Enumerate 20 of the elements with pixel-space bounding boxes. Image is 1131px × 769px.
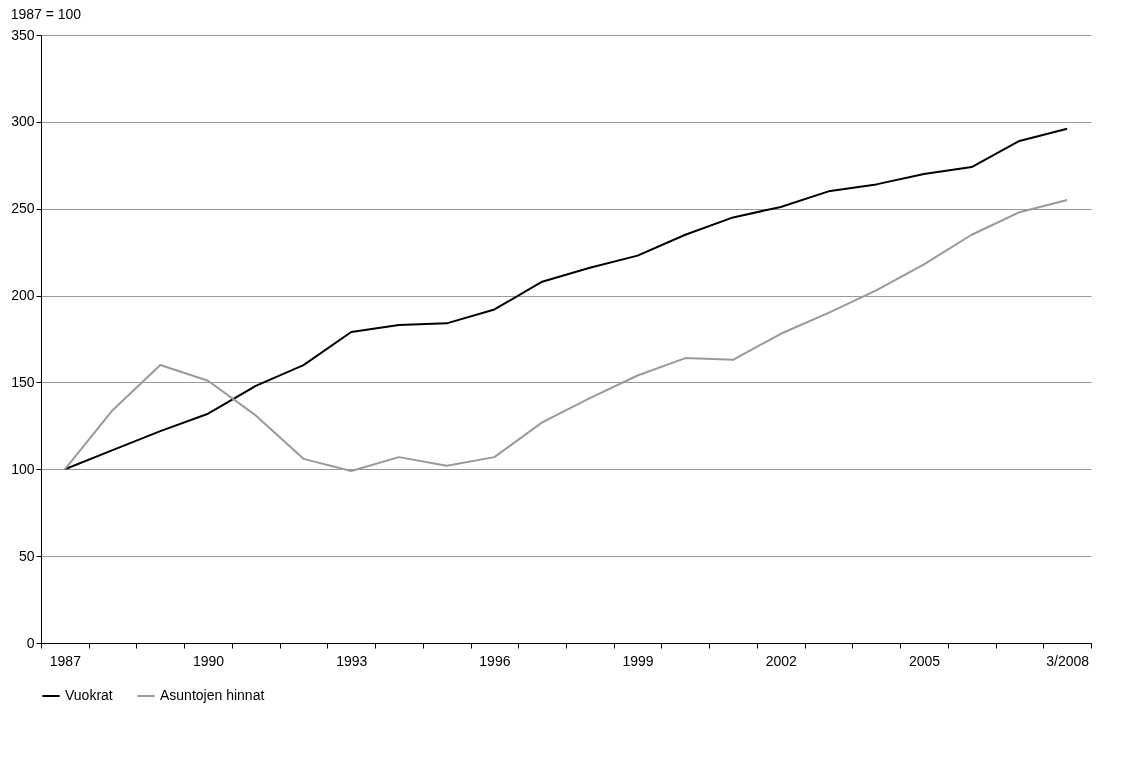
- y-tick-label: 350: [11, 26, 35, 43]
- y-tick-label: 100: [11, 460, 35, 477]
- x-tick-label: 1993: [336, 652, 368, 669]
- x-tick-label: 1996: [479, 652, 511, 669]
- y-tick-label: 0: [26, 634, 35, 651]
- y-tick-label: 150: [11, 373, 35, 390]
- legend-label: Asuntojen hinnat: [160, 687, 265, 703]
- y-tick-label: 250: [11, 200, 35, 217]
- line-series: [63, 127, 1069, 471]
- legend-label: Vuokrat: [65, 687, 113, 703]
- y-tick-label: 200: [11, 287, 35, 304]
- x-tick-label: 2002: [765, 652, 798, 669]
- y-tick-label: 50: [18, 547, 35, 564]
- x-tick-label: 3/2008: [1046, 652, 1090, 669]
- x-tick-label: 1987: [49, 652, 82, 669]
- x-tick-label: 1999: [622, 652, 654, 669]
- text: 1987 = 100: [10, 6, 82, 22]
- y-tick-label: 300: [11, 113, 35, 130]
- x-tick-label: 1990: [192, 652, 225, 669]
- x-tick-label: 2005: [908, 652, 941, 669]
